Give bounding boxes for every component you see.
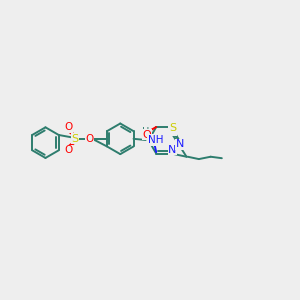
Text: S: S: [169, 123, 177, 133]
Text: S: S: [71, 134, 79, 144]
Text: N: N: [168, 126, 177, 136]
Text: NH: NH: [148, 135, 164, 145]
Text: O: O: [142, 130, 151, 140]
Text: N: N: [168, 145, 177, 155]
Text: H: H: [142, 127, 149, 137]
Text: N: N: [176, 139, 184, 149]
Text: O: O: [64, 122, 73, 132]
Text: O: O: [85, 134, 94, 144]
Text: O: O: [64, 145, 73, 155]
